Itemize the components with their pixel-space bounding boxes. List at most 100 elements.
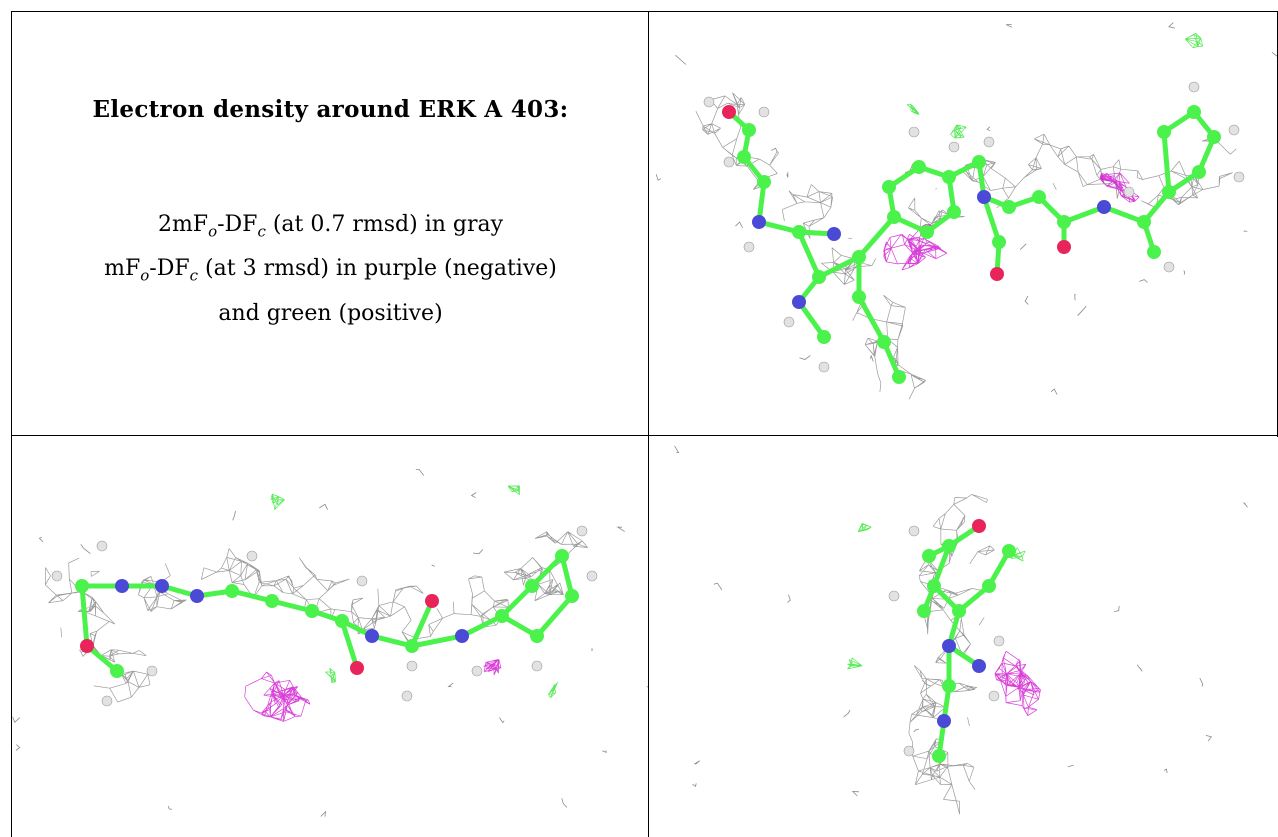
density-mesh-negative — [994, 650, 1041, 716]
bond — [856, 294, 887, 345]
atom — [972, 659, 986, 673]
bond — [931, 543, 952, 589]
atom — [1157, 125, 1171, 139]
atom — [155, 579, 169, 593]
atom — [335, 614, 349, 628]
density-mesh-negative-small — [1099, 172, 1140, 203]
atom — [892, 370, 906, 384]
atom — [110, 664, 124, 678]
atom — [920, 225, 934, 239]
atom — [703, 96, 715, 108]
atom — [887, 210, 901, 224]
bond — [1101, 204, 1147, 225]
atom — [922, 549, 936, 563]
atom — [190, 589, 204, 603]
atom — [1188, 81, 1200, 93]
atom — [912, 160, 926, 174]
atom — [1002, 544, 1016, 558]
bond — [981, 194, 1002, 245]
atom — [531, 660, 543, 672]
bond — [534, 593, 575, 639]
ligand-model-3 — [888, 519, 1016, 763]
atom — [942, 170, 956, 184]
bond — [796, 229, 822, 280]
atom — [96, 540, 108, 552]
atom — [917, 604, 931, 618]
atom — [1163, 261, 1175, 273]
density-mesh-negative — [883, 223, 948, 271]
bond — [816, 254, 862, 280]
atom — [927, 579, 941, 593]
atom — [990, 267, 1004, 281]
density-mesh-positive — [270, 485, 559, 699]
atom — [757, 175, 771, 189]
atom — [903, 745, 915, 757]
atom — [1228, 124, 1240, 136]
atom — [1137, 215, 1151, 229]
atom — [758, 106, 770, 118]
atom — [555, 549, 569, 563]
atom — [743, 241, 755, 253]
atom — [365, 629, 379, 643]
atom — [1123, 186, 1135, 198]
atom — [471, 665, 483, 677]
border-middle — [648, 11, 649, 837]
atom — [908, 126, 920, 138]
atom — [225, 584, 239, 598]
bond — [459, 613, 505, 639]
atom — [877, 335, 891, 349]
atom — [1002, 200, 1016, 214]
atom — [752, 215, 766, 229]
legend-line-2mfo: 2mFo-DFc (at 0.7 rmsd) in gray — [157, 212, 504, 241]
atom — [565, 589, 579, 603]
atom — [792, 295, 806, 309]
atom — [401, 690, 413, 702]
atom — [101, 695, 113, 707]
figure-grid: Electron density around ERK A 403: 2mFo-… — [11, 11, 1278, 837]
bond — [339, 618, 360, 671]
atom — [75, 579, 89, 593]
atom — [817, 330, 831, 344]
molecule-view-1 — [655, 22, 1277, 400]
atom — [827, 227, 841, 241]
atom — [51, 570, 63, 582]
atom — [1057, 215, 1071, 229]
atom — [982, 579, 996, 593]
atom — [888, 590, 900, 602]
caption-legend: 2mFo-DFc (at 0.7 rmsd) in gray mFo-DFc (… — [12, 206, 648, 333]
atom — [792, 225, 806, 239]
atom — [992, 235, 1006, 249]
atom — [972, 155, 986, 169]
bond — [499, 583, 535, 619]
atom — [115, 579, 129, 593]
bond — [409, 633, 465, 649]
atom — [972, 519, 986, 533]
atom — [947, 205, 961, 219]
molecule-view-2 — [12, 469, 648, 817]
bond — [796, 299, 827, 340]
border-left — [11, 11, 12, 837]
atom — [1187, 105, 1201, 119]
bond — [1161, 129, 1172, 195]
caption-cell: Electron density around ERK A 403: 2mFo-… — [12, 12, 648, 435]
atom — [942, 679, 956, 693]
caption-title: Electron density around ERK A 403: — [92, 96, 569, 123]
atom — [406, 660, 418, 672]
atom — [932, 749, 946, 763]
bond — [1061, 204, 1107, 225]
atom — [495, 609, 509, 623]
view-top-right — [649, 12, 1277, 435]
atom — [1192, 165, 1206, 179]
atom — [723, 156, 735, 168]
stray-mesh-gray — [655, 22, 1277, 395]
atom — [1057, 240, 1071, 254]
border-top — [11, 11, 1278, 12]
bond — [529, 553, 565, 589]
atom — [455, 629, 469, 643]
atom — [852, 290, 866, 304]
atom — [812, 270, 826, 284]
atom — [742, 123, 756, 137]
atom — [350, 661, 364, 675]
atom — [977, 190, 991, 204]
atom — [937, 714, 951, 728]
